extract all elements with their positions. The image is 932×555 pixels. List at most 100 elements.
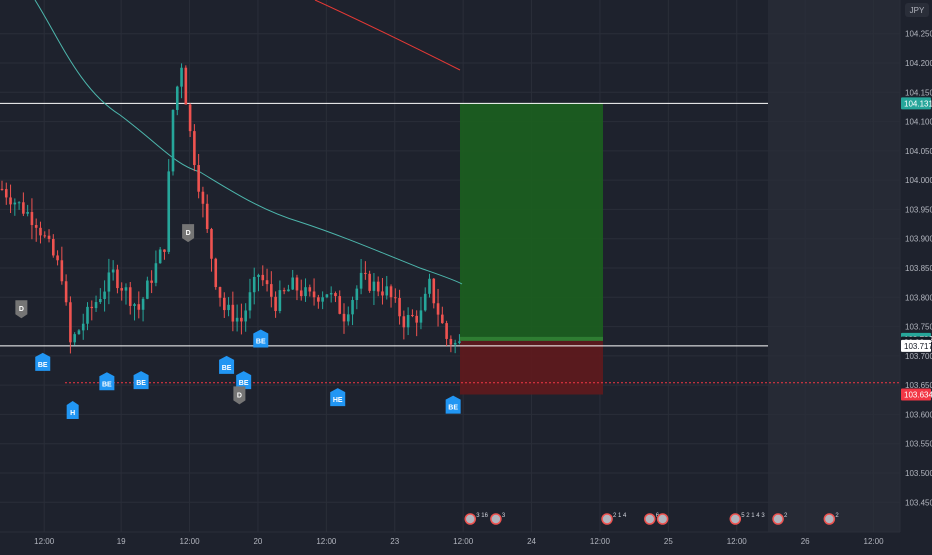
event-icon-7[interactable]: 2 bbox=[823, 513, 839, 525]
event-flag-icon bbox=[772, 513, 784, 525]
event-flag-icon bbox=[656, 513, 669, 525]
event-flag-icon bbox=[729, 513, 742, 525]
candle-body bbox=[428, 278, 431, 294]
candle-body bbox=[308, 287, 312, 292]
price-tick-label: 103.700 bbox=[905, 352, 932, 361]
price-tag-3[interactable]: 103.717 bbox=[901, 339, 932, 352]
horizontal-levels[interactable] bbox=[0, 102, 900, 384]
candle-body bbox=[73, 334, 76, 343]
grid bbox=[0, 0, 900, 532]
candle-body bbox=[9, 197, 12, 205]
event-icon-6[interactable]: 2 bbox=[772, 513, 788, 525]
event-flag-icon bbox=[490, 513, 502, 525]
candle-body bbox=[193, 131, 196, 166]
candle-body bbox=[146, 280, 149, 299]
candle-body bbox=[359, 272, 363, 289]
signal-marker-be: BE bbox=[133, 371, 149, 390]
candle-body bbox=[364, 272, 367, 274]
time-tick-label: 12:00 bbox=[180, 537, 201, 546]
event-icon-5[interactable]: 5 2 1 4 3 bbox=[729, 513, 765, 525]
event-icon-0[interactable]: 3 16 bbox=[464, 513, 489, 525]
time-axis[interactable]: 12:00 19 12:00 20 12:00 23 12:00 24 12:00 25 12:00… bbox=[34, 537, 884, 546]
candle-body bbox=[210, 229, 213, 259]
candle-body bbox=[299, 290, 303, 297]
candle-body bbox=[52, 238, 55, 256]
position-tool[interactable] bbox=[460, 103, 603, 395]
candle-body bbox=[34, 225, 38, 228]
price-tick-label: 103.950 bbox=[905, 205, 932, 214]
signal-marker-d: D bbox=[15, 300, 28, 319]
price-tick-label: 104.100 bbox=[905, 118, 932, 127]
price-tag-label: 103.717 bbox=[904, 342, 932, 351]
candle-body bbox=[124, 287, 128, 291]
price-tick-label: 104.150 bbox=[905, 88, 932, 97]
price-tick-label: 104.250 bbox=[905, 30, 932, 39]
candle-body bbox=[445, 323, 448, 339]
signal-marker-be: BE bbox=[253, 329, 269, 348]
candle-body bbox=[39, 227, 42, 236]
profit-zone[interactable] bbox=[460, 103, 603, 339]
event-count-label: 3 bbox=[502, 513, 506, 519]
symbol-badge[interactable]: JPY bbox=[905, 3, 929, 17]
candle-body bbox=[411, 314, 414, 316]
candle-body bbox=[120, 288, 123, 291]
price-tag-0[interactable]: 104.131 bbox=[901, 97, 932, 110]
candle-body bbox=[325, 294, 329, 298]
time-tick-label: 12:00 bbox=[864, 537, 885, 546]
candle-body bbox=[389, 286, 393, 298]
candle-body bbox=[231, 304, 235, 322]
signal-marker-label: H bbox=[70, 410, 75, 417]
event-count-label: 5 2 1 4 3 bbox=[741, 513, 765, 519]
future-area-shade bbox=[768, 0, 900, 532]
candle-body bbox=[338, 296, 342, 314]
candle-body bbox=[415, 315, 418, 323]
signal-marker-label: BE bbox=[136, 380, 146, 387]
candle-body bbox=[317, 297, 320, 302]
candle-body bbox=[13, 202, 17, 205]
price-tick-label: 103.500 bbox=[905, 469, 932, 478]
candle-body bbox=[56, 255, 59, 261]
candle-body bbox=[90, 306, 94, 309]
candle-body bbox=[4, 189, 8, 198]
event-icon-1[interactable]: 3 bbox=[490, 513, 506, 525]
candle-body bbox=[0, 188, 4, 190]
loss-zone[interactable] bbox=[460, 338, 603, 395]
price-tag-label: 103.634 bbox=[904, 391, 932, 400]
candle-body bbox=[274, 296, 277, 312]
candle-body bbox=[334, 293, 337, 297]
candle-body bbox=[248, 292, 252, 311]
time-tick-label: 26 bbox=[801, 537, 810, 546]
signal-marker-d: D bbox=[233, 386, 246, 405]
moving-averages bbox=[34, 0, 463, 285]
time-tick-label: 12:00 bbox=[727, 537, 748, 546]
price-tag-4[interactable]: 103.634 bbox=[901, 388, 932, 401]
time-tick-label: 12:00 bbox=[34, 537, 55, 546]
signal-marker-label: BE bbox=[239, 380, 249, 387]
candle-body bbox=[287, 289, 290, 292]
price-tag-label: 104.131 bbox=[904, 99, 932, 108]
candlesticks bbox=[0, 63, 461, 354]
candle-body bbox=[22, 202, 25, 214]
event-icon-2[interactable]: 2 1 4 bbox=[601, 513, 627, 525]
candle-body bbox=[385, 286, 389, 296]
candle-body bbox=[304, 287, 307, 297]
price-tick-label: 103.600 bbox=[905, 410, 932, 419]
time-tick-label: 12:00 bbox=[316, 537, 337, 546]
candle-body bbox=[436, 303, 440, 315]
signal-marker-h: H bbox=[66, 400, 79, 419]
candle-body bbox=[133, 304, 136, 306]
signal-marker-be: BE bbox=[445, 395, 461, 414]
candle-body bbox=[197, 165, 200, 192]
price-axis[interactable]: 104.250 104.200 104.150 104.100 104.050 104.0… bbox=[901, 30, 932, 508]
candle-body bbox=[329, 293, 333, 295]
time-tick-label: 12:00 bbox=[590, 537, 611, 546]
candle-body bbox=[235, 317, 239, 322]
time-tick-label: 25 bbox=[664, 537, 673, 546]
time-tick-label: 23 bbox=[390, 537, 399, 546]
price-tick-label: 103.550 bbox=[905, 440, 932, 449]
time-tick-label: 19 bbox=[117, 537, 126, 546]
candle-body bbox=[227, 304, 230, 311]
event-icon-4[interactable] bbox=[656, 513, 669, 525]
